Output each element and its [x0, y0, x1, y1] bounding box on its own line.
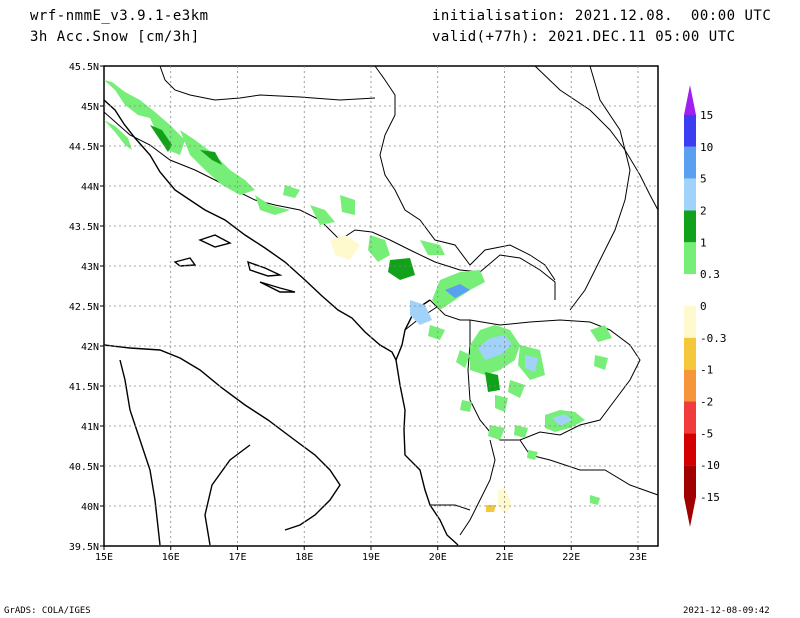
lon-tick-label: 16E [162, 552, 180, 563]
lon-tick-label: 18E [295, 552, 313, 563]
lat-tick-label: 44N [81, 182, 99, 193]
colorbar-label: -10 [700, 459, 720, 472]
field-title: 3h Acc.Snow [cm/3h] [30, 29, 200, 45]
valid-time: valid(+77h): 2021.DEC.11 05:00 UTC [432, 29, 736, 45]
lat-tick-label: 45N [81, 102, 99, 113]
colorbar-swatch [684, 465, 696, 497]
initialisation-time: initialisation: 2021.12.08. 00:00 UTC [432, 8, 772, 24]
colorbar-swatch [684, 242, 696, 275]
colorbar-label: 5 [700, 173, 707, 186]
colorbar-swatch [684, 433, 696, 466]
lat-tick-label: 39.5N [69, 542, 99, 553]
colorbar-label: -2 [700, 396, 713, 409]
lat-tick-label: 40.5N [69, 462, 99, 473]
colorbar-swatch [684, 337, 696, 370]
colorbar-label: 0 [700, 300, 707, 313]
lon-tick-label: 19E [362, 552, 380, 563]
colorbar-swatch [684, 146, 696, 179]
lon-tick-label: 22E [562, 552, 580, 563]
lat-tick-label: 45.5N [69, 62, 99, 73]
snow-field [104, 80, 612, 515]
colorbar-label: 2 [700, 205, 707, 218]
creation-timestamp: 2021-12-08-09:42 [683, 606, 770, 616]
lat-tick-label: 43N [81, 262, 99, 273]
grads-credit: GrADS: COLA/IGES [4, 606, 91, 616]
colorbar-swatch [684, 401, 696, 434]
colorbar-label: -15 [700, 491, 720, 504]
colorbar-label: 10 [700, 141, 713, 154]
land-borders [103, 65, 659, 536]
colorbar-label: -1 [700, 364, 713, 377]
latitude-axis: 45.5N 45N 44.5N 44N 43.5N 43N 42.5N 42N 41.5N 41N… [69, 62, 104, 553]
colorbar-label: 0.3 [700, 268, 720, 281]
lat-tick-label: 44.5N [69, 142, 99, 153]
colorbar-swatch [684, 306, 696, 338]
colorbar-label: 1 [700, 236, 707, 249]
colorbar-label: 15 [700, 109, 713, 122]
colorbar-swatch [684, 115, 696, 147]
lon-tick-label: 21E [495, 552, 513, 563]
lat-tick-label: 42N [81, 342, 99, 353]
colorbar-bottom-arrow [684, 497, 696, 527]
lon-tick-label: 17E [228, 552, 246, 563]
lat-tick-label: 43.5N [69, 222, 99, 233]
colorbar-label: -5 [700, 427, 713, 440]
grid-lines [104, 66, 658, 546]
lat-tick-label: 41.5N [69, 382, 99, 393]
lon-tick-label: 23E [629, 552, 647, 563]
model-title: wrf-nmmE_v3.9.1-e3km [30, 8, 209, 24]
lat-tick-label: 40N [81, 502, 99, 513]
colorbar-top-arrow [684, 85, 696, 115]
colorbar: 15 10 5 2 1 0.3 0 -0.3 -1 -2 -5 -10 -15 [684, 85, 727, 527]
coastlines [103, 99, 459, 546]
map-panel: 45.5N 45N 44.5N 44N 43.5N 43N 42.5N 42N 41.5N 41N… [69, 62, 659, 563]
colorbar-swatch [684, 178, 696, 211]
colorbar-swatch [684, 210, 696, 243]
lat-tick-label: 42.5N [69, 302, 99, 313]
lon-tick-label: 15E [95, 552, 113, 563]
lat-tick-label: 41N [81, 422, 99, 433]
colorbar-label: -0.3 [700, 332, 727, 345]
longitude-axis: 15E 16E 17E 18E 19E 20E 21E 22E 23E [95, 546, 647, 563]
colorbar-swatch [684, 369, 696, 402]
colorbar-swatch [684, 274, 696, 306]
lon-tick-label: 20E [429, 552, 447, 563]
